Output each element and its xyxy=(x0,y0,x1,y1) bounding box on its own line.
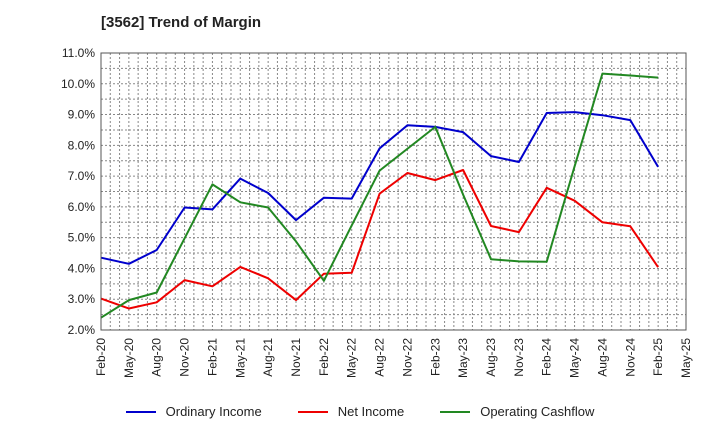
x-tick-label: Nov-20 xyxy=(178,338,192,377)
x-tick-label: Nov-21 xyxy=(289,338,303,377)
legend-label-ordinary-income: Ordinary Income xyxy=(165,404,262,419)
series-line-operating-cashflow xyxy=(100,72,659,319)
x-tick-label: Nov-22 xyxy=(400,338,414,377)
y-tick-label: 7.0% xyxy=(68,169,96,183)
x-tick-label: Aug-24 xyxy=(595,338,609,377)
y-tick-label: 6.0% xyxy=(68,200,96,214)
legend-item-net-income: Net Income xyxy=(297,404,405,419)
y-tick-label: 4.0% xyxy=(68,261,96,275)
series-lines xyxy=(100,72,659,319)
series-line-ordinary-income xyxy=(100,111,659,265)
x-tick-label: May-22 xyxy=(345,338,359,378)
y-tick-label: 10.0% xyxy=(61,77,95,91)
legend-label-operating-cashflow: Operating Cashflow xyxy=(480,404,595,419)
x-tick-label: Nov-24 xyxy=(623,338,637,377)
legend-swatch-operating-cashflow xyxy=(440,410,471,413)
chart-title: [3562] Trend of Margin xyxy=(101,14,262,31)
x-axis-ticks: Feb-20 May-20 Aug-20 Nov-20 Feb-21 May-21 Aug-… xyxy=(94,338,693,378)
legend-item-ordinary-income: Ordinary Income xyxy=(125,404,262,419)
x-tick-label: Feb-23 xyxy=(428,338,442,376)
x-tick-label: Feb-22 xyxy=(317,338,331,376)
legend: Ordinary Income Net Income Operating Cas… xyxy=(0,404,720,419)
x-tick-label: May-25 xyxy=(679,338,693,378)
legend-swatch-ordinary-income xyxy=(125,410,156,413)
x-tick-label: Nov-23 xyxy=(512,338,526,377)
x-tick-label: May-23 xyxy=(456,338,470,378)
x-tick-label: Aug-21 xyxy=(261,338,275,377)
legend-swatch-net-income xyxy=(297,410,328,413)
legend-item-operating-cashflow: Operating Cashflow xyxy=(440,404,594,419)
y-tick-label: 9.0% xyxy=(68,108,96,122)
x-tick-label: Aug-22 xyxy=(373,338,387,377)
y-tick-label: 3.0% xyxy=(68,292,96,306)
y-axis-ticks: 2.0% 3.0% 4.0% 5.0% 6.0% 7.0% 8.0% 9.0% 10.0% 11.… xyxy=(61,46,95,337)
y-tick-label: 5.0% xyxy=(68,231,96,245)
x-tick-label: May-20 xyxy=(122,338,136,378)
x-tick-label: May-21 xyxy=(233,338,247,378)
x-tick-label: Aug-23 xyxy=(484,338,498,377)
x-tick-label: May-24 xyxy=(568,338,582,378)
y-tick-label: 2.0% xyxy=(68,323,96,337)
x-tick-label: Feb-21 xyxy=(205,338,219,376)
x-tick-label: Feb-20 xyxy=(94,338,108,376)
y-tick-label: 11.0% xyxy=(62,46,95,60)
x-tick-label: Feb-25 xyxy=(651,338,665,376)
y-tick-label: 8.0% xyxy=(68,138,96,152)
x-tick-label: Feb-24 xyxy=(540,338,554,376)
plot-frame xyxy=(100,52,687,331)
x-tick-label: Aug-20 xyxy=(150,338,164,377)
legend-label-net-income: Net Income xyxy=(337,404,405,419)
